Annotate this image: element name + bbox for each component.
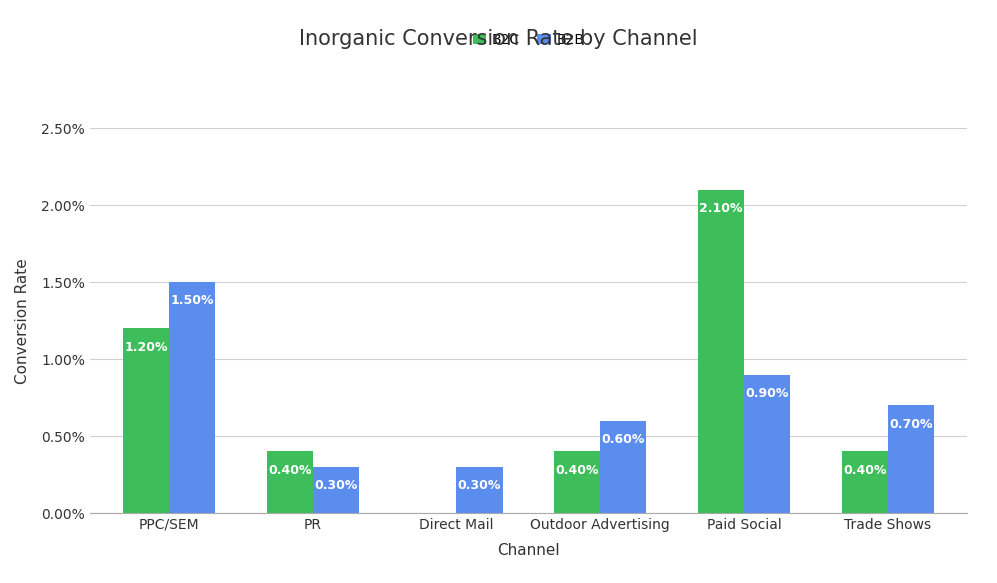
- Text: 0.30%: 0.30%: [458, 479, 501, 492]
- Bar: [841, 451, 888, 513]
- Text: Inorganic Conversion Rate by Channel: Inorganic Conversion Rate by Channel: [299, 29, 698, 49]
- Bar: [457, 467, 502, 513]
- Bar: [698, 190, 744, 513]
- Text: 1.20%: 1.20%: [124, 340, 167, 354]
- Bar: [266, 451, 313, 513]
- Text: 0.60%: 0.60%: [601, 433, 645, 446]
- Text: 0.70%: 0.70%: [889, 417, 933, 431]
- Bar: [313, 467, 359, 513]
- Text: 0.40%: 0.40%: [843, 464, 886, 477]
- Bar: [600, 421, 646, 513]
- X-axis label: Channel: Channel: [498, 543, 559, 558]
- Bar: [744, 374, 791, 513]
- Text: 0.40%: 0.40%: [555, 464, 599, 477]
- Bar: [554, 451, 600, 513]
- Legend: B2C, B2B: B2C, B2B: [467, 27, 590, 52]
- Bar: [123, 328, 168, 513]
- Text: 2.10%: 2.10%: [699, 202, 743, 215]
- Text: 0.90%: 0.90%: [746, 387, 789, 400]
- Text: 0.30%: 0.30%: [314, 479, 357, 492]
- Bar: [168, 282, 215, 513]
- Text: 1.50%: 1.50%: [170, 294, 213, 307]
- Y-axis label: Conversion Rate: Conversion Rate: [15, 258, 30, 384]
- Bar: [888, 405, 934, 513]
- Text: 0.40%: 0.40%: [268, 464, 311, 477]
